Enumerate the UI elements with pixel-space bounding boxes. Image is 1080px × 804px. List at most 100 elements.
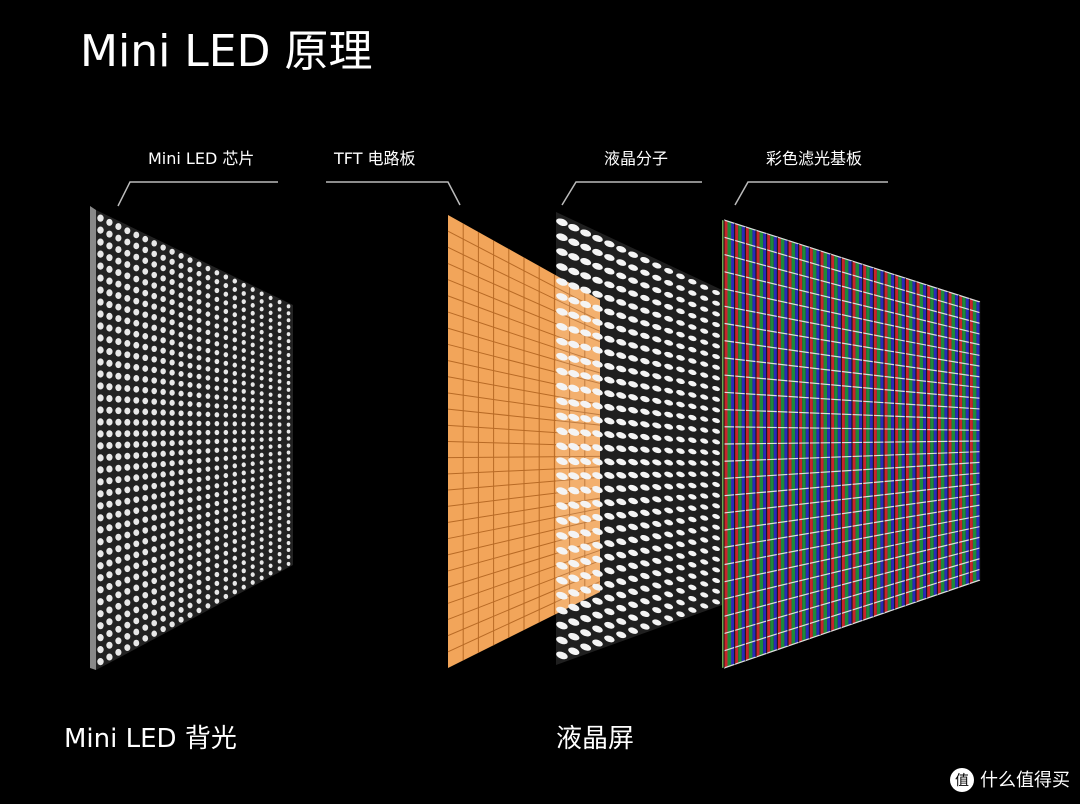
lc-molecule (580, 400, 592, 409)
led-chip (169, 510, 175, 517)
led-chip (133, 628, 140, 636)
led-chip (241, 364, 246, 370)
lc-molecule (592, 290, 603, 298)
led-chip (142, 473, 149, 480)
led-chip (205, 265, 211, 272)
lc-molecule (640, 522, 650, 529)
led-chip (259, 391, 264, 396)
led-chip (250, 580, 255, 585)
lc-molecule (700, 592, 709, 598)
lc-molecule (676, 529, 685, 536)
lc-molecule (568, 559, 580, 568)
led-chip (142, 602, 149, 610)
led-chip (214, 491, 220, 498)
led-chip (277, 307, 282, 312)
led-chip (214, 554, 220, 560)
led-chip (241, 527, 246, 533)
led-chip (286, 373, 291, 378)
led-chip (214, 518, 220, 524)
lc-molecule (652, 447, 662, 454)
led-chip (151, 345, 158, 353)
led-chip (223, 576, 229, 582)
lc-molecule (556, 352, 568, 361)
lc-molecule (652, 508, 662, 515)
led-chip (187, 516, 193, 523)
led-chip (115, 361, 122, 369)
led-chip (187, 334, 193, 340)
led-chip (160, 254, 166, 261)
lc-molecule (616, 245, 627, 253)
led-chip (277, 415, 282, 420)
lc-molecule (688, 607, 697, 613)
led-chip (187, 439, 193, 446)
led-chip (142, 505, 149, 513)
led-chip (133, 330, 140, 338)
lc-molecule (640, 471, 650, 479)
led-chip (115, 303, 122, 311)
led-chip (277, 379, 282, 384)
led-chip (124, 373, 131, 381)
led-chip (205, 393, 211, 399)
led-chip (151, 609, 158, 616)
led-chip (214, 447, 220, 453)
led-chip (160, 460, 166, 468)
lc-molecule (664, 327, 674, 334)
led-chip (169, 490, 175, 497)
lc-molecule (700, 361, 709, 367)
led-chip (115, 453, 122, 461)
lc-molecule (616, 378, 627, 386)
lc-molecule (604, 635, 615, 643)
lc-molecule (700, 493, 709, 499)
lc-molecule (616, 352, 627, 359)
led-chip (223, 429, 229, 435)
led-chip (124, 587, 131, 595)
led-chip (232, 471, 238, 477)
lc-molecule (568, 618, 580, 626)
led-chip (241, 380, 246, 386)
led-chip (205, 284, 211, 290)
lc-molecule (628, 342, 638, 349)
led-chip (142, 289, 149, 297)
lc-molecule (640, 421, 650, 428)
lc-molecule (616, 272, 627, 280)
lc-molecule (556, 337, 568, 346)
led-chip (106, 277, 113, 285)
led-chip (250, 556, 255, 562)
led-chip (106, 571, 113, 579)
led-chip (115, 487, 122, 495)
led-chip (151, 630, 158, 637)
led-chip (106, 547, 113, 555)
led-chip (277, 357, 282, 362)
led-chip (223, 334, 229, 340)
led-chip (232, 329, 238, 335)
led-chip (250, 437, 255, 443)
led-chip (187, 381, 193, 388)
led-chip (142, 462, 149, 469)
led-chip (277, 559, 282, 564)
led-chip (187, 314, 193, 321)
led-chip (106, 218, 113, 226)
lc-molecule (688, 448, 697, 455)
led-chip (232, 421, 238, 427)
led-chip (115, 407, 122, 415)
led-chip (277, 451, 282, 456)
lc-molecule (616, 538, 627, 546)
lc-molecule (712, 321, 720, 328)
led-chip (142, 451, 149, 459)
lc-molecule (616, 485, 627, 492)
led-chip (142, 419, 149, 426)
led-chip (259, 414, 264, 419)
lc-molecule (628, 471, 638, 479)
led-chip (169, 339, 175, 346)
lc-molecule (676, 448, 685, 454)
lc-molecule (556, 651, 568, 660)
lc-molecule (676, 308, 685, 315)
led-chip (160, 357, 166, 365)
led-chip (160, 450, 166, 457)
led-chip (223, 567, 229, 574)
led-chip (106, 265, 113, 273)
led-chip (124, 621, 131, 629)
watermark-text: 什么值得买 (980, 770, 1070, 791)
led-chip (196, 579, 202, 586)
led-chip (259, 368, 264, 373)
